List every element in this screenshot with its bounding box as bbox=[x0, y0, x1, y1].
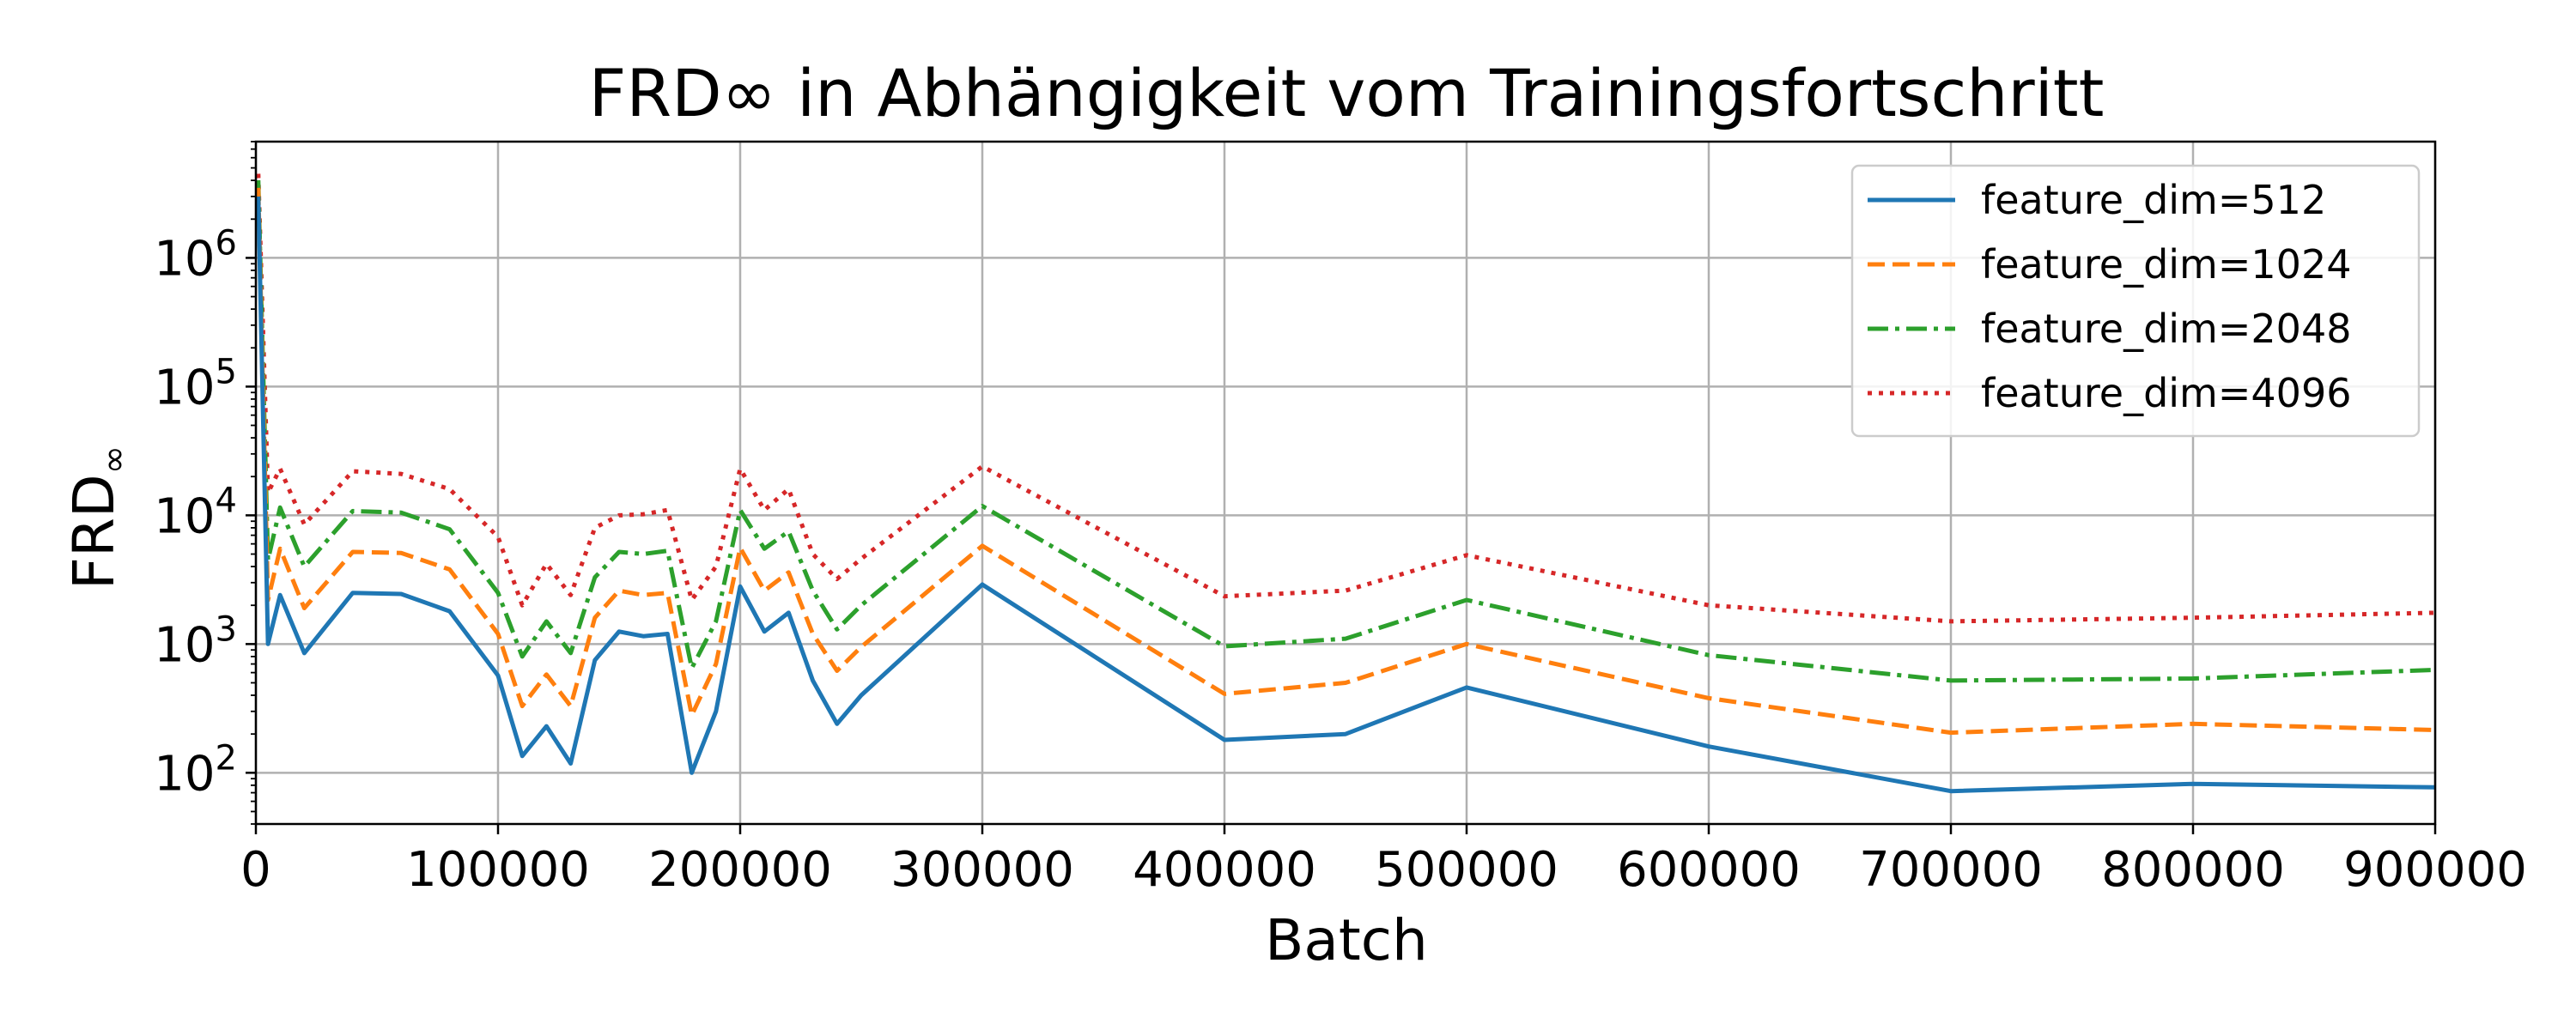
series-line-feature-dim-2048 bbox=[256, 180, 2435, 683]
y-tick-base: 10 bbox=[154, 746, 215, 802]
x-tick-label: 700000 bbox=[1859, 842, 2043, 898]
y-tick-label: 102 bbox=[154, 738, 237, 802]
plot-frame bbox=[254, 140, 2437, 826]
series-layer bbox=[256, 173, 2435, 794]
y-tick-exponent: 5 bbox=[216, 352, 237, 391]
x-tick-label: 600000 bbox=[1617, 842, 1801, 898]
y-axis-label: FRD∞ bbox=[61, 445, 134, 590]
y-tick-label: 105 bbox=[154, 352, 237, 415]
y-axis-label-group: FRD∞ bbox=[61, 445, 134, 590]
series-line-feature-dim-4096 bbox=[256, 173, 2435, 624]
x-tick-label: 800000 bbox=[2101, 842, 2285, 898]
legend-label: feature_dim=4096 bbox=[1981, 370, 2351, 416]
y-tick-exponent: 2 bbox=[216, 738, 237, 778]
y-tick-base: 10 bbox=[154, 488, 215, 544]
chart-title: FRD∞ in Abhängigkeit vom Trainingsfortsc… bbox=[589, 55, 2105, 131]
x-tick-label: 100000 bbox=[406, 842, 590, 898]
y-axis-label-main: FRD bbox=[61, 474, 127, 590]
legend-label: feature_dim=2048 bbox=[1981, 306, 2351, 352]
y-tick-label: 104 bbox=[154, 481, 237, 544]
x-tick-label: 0 bbox=[240, 842, 271, 898]
x-tick-label: 400000 bbox=[1133, 842, 1316, 898]
y-tick-base: 10 bbox=[154, 617, 215, 673]
x-tick-label: 300000 bbox=[890, 842, 1074, 898]
y-tick-base: 10 bbox=[154, 360, 215, 415]
y-axis-label-subscript: ∞ bbox=[94, 445, 134, 474]
y-tick-exponent: 6 bbox=[216, 223, 237, 263]
y-tick-exponent: 4 bbox=[216, 481, 237, 520]
legend-box bbox=[1850, 164, 2421, 438]
x-tick-label: 900000 bbox=[2343, 842, 2527, 898]
y-tick-label: 106 bbox=[154, 223, 237, 287]
y-tick-exponent: 3 bbox=[216, 609, 237, 649]
legend-label: feature_dim=512 bbox=[1981, 177, 2326, 223]
y-tick-label: 103 bbox=[154, 609, 237, 673]
x-tick-label: 200000 bbox=[648, 842, 832, 898]
x-axis-label: Batch bbox=[1265, 907, 1428, 973]
series-line-feature-dim-512 bbox=[256, 196, 2435, 794]
x-axis: 0 100000 200000 300000 400000 500000 600000 700… bbox=[240, 824, 2527, 898]
legend: feature_dim=512 feature_dim=1024 feature_d… bbox=[1850, 164, 2421, 438]
series-line-feature-dim-1024 bbox=[256, 187, 2435, 736]
x-tick-label: 500000 bbox=[1375, 842, 1558, 898]
legend-label: feature_dim=1024 bbox=[1981, 241, 2351, 288]
y-tick-base: 10 bbox=[154, 231, 215, 287]
